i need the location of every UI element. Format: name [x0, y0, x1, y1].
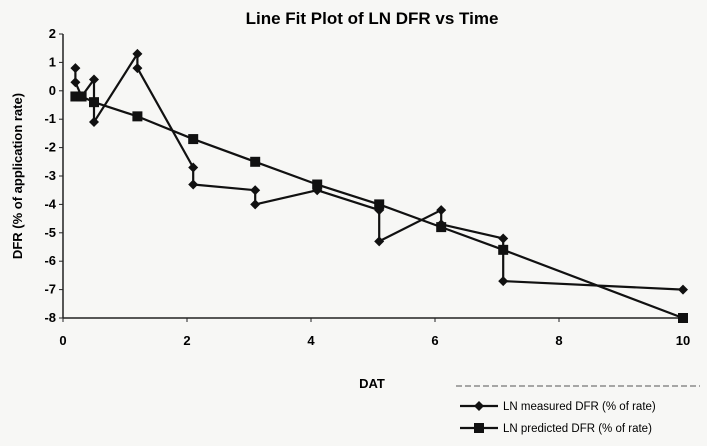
data-point	[70, 63, 81, 74]
series-line	[74, 52, 684, 291]
data-point	[188, 134, 199, 145]
legend-marker	[474, 423, 484, 433]
legend-label: LN measured DFR (% of rate)	[503, 401, 656, 413]
data-point	[250, 185, 261, 196]
data-point	[312, 179, 323, 190]
y-tick-labels: 2 1 0 -1 -2 -3 -4 -5 -6 -7 -8	[44, 26, 63, 325]
data-point	[132, 111, 143, 122]
x-tick-label: 6	[431, 333, 438, 348]
x-tick-label: 8	[555, 333, 562, 348]
plot-area	[62, 34, 683, 319]
series-layer	[70, 48, 688, 323]
y-tick-label: -3	[44, 168, 56, 183]
x-axis-label: DAT	[359, 376, 385, 391]
series-measured	[70, 48, 688, 295]
x-tick-label: 4	[307, 333, 315, 348]
data-point	[498, 233, 509, 244]
legend-label: LN predicted DFR (% of rate)	[503, 423, 652, 435]
legend: LN measured DFR (% of rate) LN predicted …	[456, 385, 700, 435]
x-tick-label: 2	[183, 333, 190, 348]
data-point	[89, 117, 99, 128]
data-point	[498, 276, 509, 287]
chart-title: Line Fit Plot of LN DFR vs Time	[246, 9, 499, 28]
data-point	[188, 179, 199, 190]
data-point	[498, 244, 509, 255]
x-tick-label: 10	[676, 333, 690, 348]
data-point	[250, 199, 261, 210]
data-point	[70, 77, 81, 88]
y-axis-label: DFR (% of application rate)	[10, 93, 25, 259]
y-tick-label: -6	[44, 253, 56, 268]
data-point	[70, 91, 81, 102]
data-point	[374, 199, 385, 210]
y-tick-label: 1	[49, 54, 56, 69]
y-tick-label: -7	[44, 282, 56, 297]
series-predicted	[70, 91, 688, 323]
data-point	[374, 236, 385, 247]
data-point	[89, 74, 99, 85]
data-point	[89, 97, 99, 108]
legend-item: LN measured DFR (% of rate)	[460, 401, 656, 413]
data-point	[678, 284, 688, 295]
data-point	[76, 91, 87, 102]
data-point	[132, 63, 143, 74]
legend-item: LN predicted DFR (% of rate)	[460, 423, 652, 435]
x-tick-labels: 0 2 4 6 8 10	[59, 318, 690, 348]
y-tick-label: -4	[44, 196, 56, 211]
y-tick-label: -2	[44, 140, 56, 155]
data-point	[250, 156, 261, 167]
y-tick-label: -5	[44, 225, 56, 240]
y-tick-label: -1	[44, 111, 56, 126]
data-point	[188, 162, 199, 173]
data-point	[436, 222, 447, 233]
y-tick-label: 2	[49, 26, 56, 41]
y-tick-label: 0	[49, 83, 56, 98]
x-tick-label: 0	[59, 333, 66, 348]
data-point	[132, 48, 143, 59]
legend-marker	[474, 401, 484, 411]
y-tick-label: -8	[44, 310, 56, 325]
data-point	[436, 205, 447, 216]
data-point	[678, 313, 688, 323]
